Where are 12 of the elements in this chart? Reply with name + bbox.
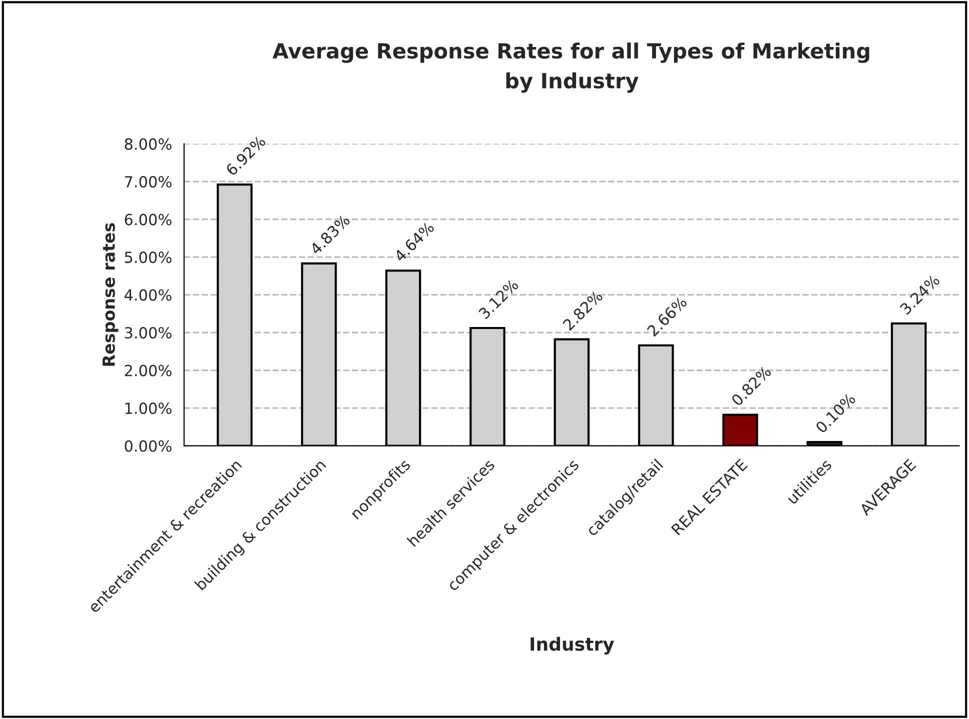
y-tick-label: 0.00% <box>124 440 172 452</box>
y-tick-label: 4.00% <box>124 289 172 301</box>
y-tick-label: 5.00% <box>124 252 172 264</box>
y-tick-label: 8.00% <box>124 138 172 150</box>
y-tick-label: 7.00% <box>125 176 172 188</box>
chart-title: Average Response Rates for all Types of Marketing by Industry <box>272 42 870 93</box>
x-axis-title: Industry <box>530 636 614 654</box>
y-tick-label: 2.00% <box>124 364 172 376</box>
y-axis-title: Response rates <box>102 223 118 366</box>
y-tick-label: 6.00% <box>124 214 172 226</box>
y-tick-label: 3.00% <box>124 327 172 339</box>
y-tick-label: 1.00% <box>125 402 172 414</box>
